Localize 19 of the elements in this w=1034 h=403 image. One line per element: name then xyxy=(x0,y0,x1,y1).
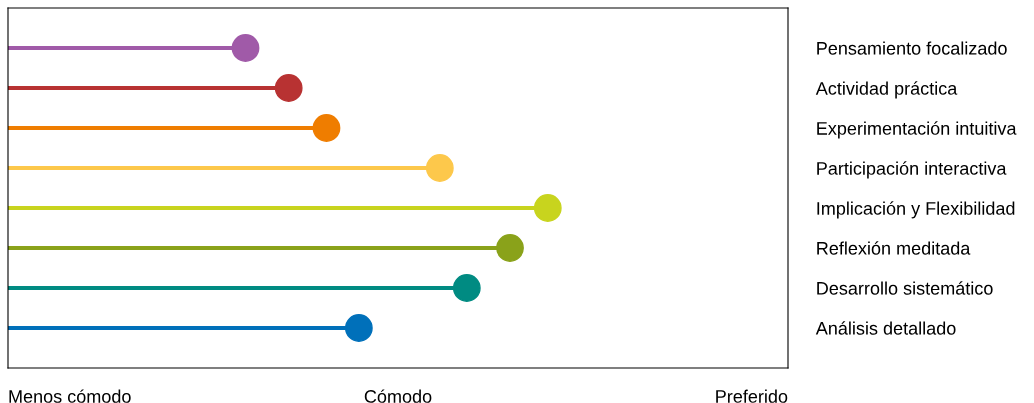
y-tick-label: Experimentación intuitiva xyxy=(817,121,1017,139)
y-tick-label: Análisis detallado xyxy=(815,321,956,335)
point xyxy=(452,274,481,302)
point xyxy=(274,74,303,102)
point xyxy=(231,34,260,62)
y-tick-label: Reflexión meditada xyxy=(817,241,971,255)
y-tick-label: Actividad práctica xyxy=(815,81,958,99)
y-tick-label: Pensamiento focalizado xyxy=(817,41,1007,55)
point xyxy=(344,314,373,342)
y-tick-label: Desarrollo sistemático xyxy=(817,281,993,295)
text: Preferido xyxy=(716,389,788,403)
text: Menos cómodo xyxy=(9,389,131,403)
text: Cómodo xyxy=(364,389,432,403)
point xyxy=(425,154,454,182)
y-tick-label: Participación interactiva xyxy=(817,161,1007,179)
point xyxy=(533,194,562,222)
point xyxy=(312,114,341,142)
y-tick-label: Implicación y Flexibilidad xyxy=(817,201,1015,219)
point xyxy=(496,234,524,262)
